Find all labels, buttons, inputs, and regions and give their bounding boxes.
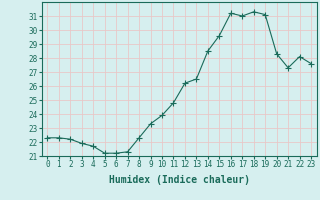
- X-axis label: Humidex (Indice chaleur): Humidex (Indice chaleur): [109, 175, 250, 185]
